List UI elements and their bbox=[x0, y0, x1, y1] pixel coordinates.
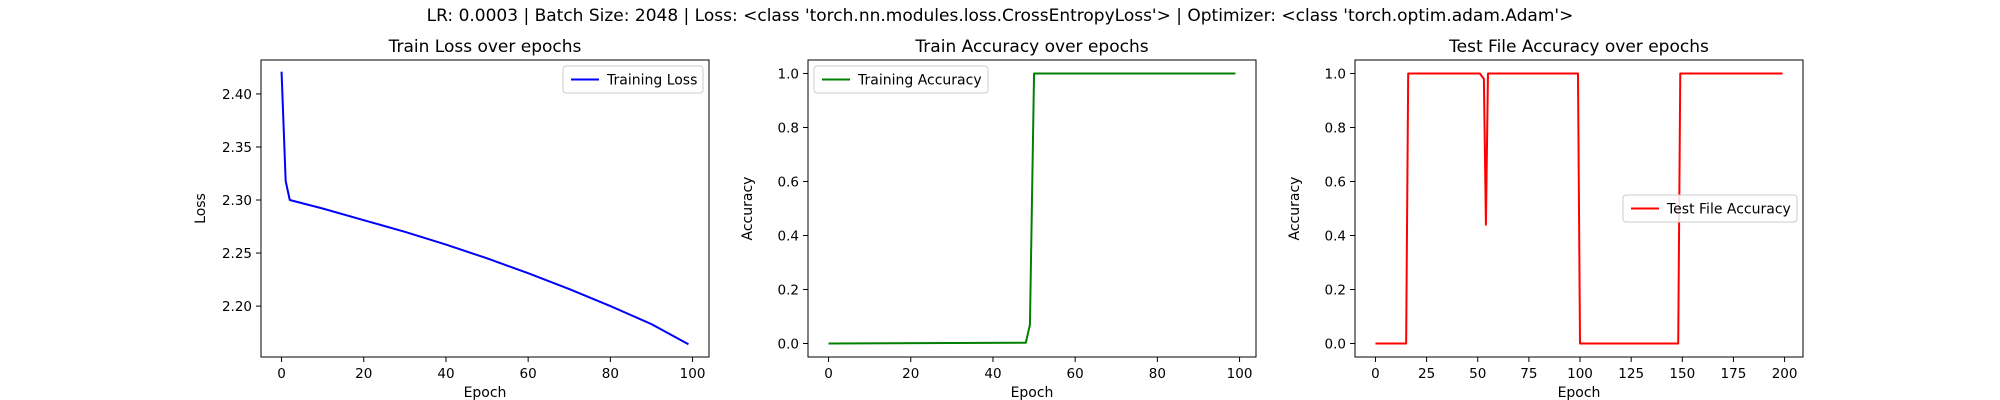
series-line-1 bbox=[828, 72, 1236, 345]
y-tick-label: 0.6 bbox=[1325, 175, 1346, 191]
x-tick-label: 60 bbox=[1067, 366, 1084, 382]
x-tick-label: 175 bbox=[1721, 366, 1747, 382]
subplot-title: Train Loss over epochs bbox=[388, 37, 582, 57]
legend: Training Loss bbox=[562, 65, 704, 94]
figure-suptitle: LR: 0.0003 | Batch Size: 2048 | Loss: <c… bbox=[427, 6, 1574, 26]
y-tick-label: 2.25 bbox=[222, 246, 252, 262]
y-tick-label: 2.20 bbox=[222, 299, 252, 315]
y-axis-label: Loss bbox=[193, 193, 209, 224]
y-tick-label: 1.0 bbox=[778, 67, 799, 83]
y-tick-label: 0.0 bbox=[778, 337, 799, 353]
subplot-title: Train Accuracy over epochs bbox=[914, 37, 1148, 57]
x-tick-label: 20 bbox=[902, 366, 919, 382]
y-tick-label: 0.4 bbox=[778, 229, 799, 245]
subplot-1: Train Loss over epochs 0 20 40 60 80 100 2.20 2.… bbox=[193, 37, 710, 400]
plot-frame bbox=[1354, 59, 1804, 358]
x-tick-label: 60 bbox=[520, 366, 537, 382]
x-tick-label: 125 bbox=[1618, 366, 1644, 382]
x-tick-label: 0 bbox=[824, 366, 833, 382]
y-tick-label: 0.8 bbox=[1325, 121, 1346, 137]
x-tick-label: 50 bbox=[1469, 366, 1486, 382]
legend: Training Accuracy bbox=[813, 65, 989, 94]
x-axis-label: Epoch bbox=[464, 385, 507, 400]
x-tick-label: 80 bbox=[602, 366, 619, 382]
x-tick-label: 80 bbox=[1149, 366, 1166, 382]
plot-frame bbox=[807, 59, 1257, 358]
y-tick-label: 0.6 bbox=[778, 175, 799, 191]
x-axis-label: Epoch bbox=[1558, 385, 1601, 400]
x-tick-label: 0 bbox=[1371, 366, 1380, 382]
legend-box bbox=[1622, 194, 1798, 223]
y-tick-label: 0.2 bbox=[1325, 283, 1346, 299]
subplots: Train Loss over epochs 0 20 40 60 80 100 2.20 2.… bbox=[193, 37, 1804, 400]
x-axis-label: Epoch bbox=[1011, 385, 1054, 400]
x-tick-label: 100 bbox=[680, 366, 706, 382]
y-axis-label: Accuracy bbox=[1287, 177, 1303, 241]
x-tick-label: 150 bbox=[1669, 366, 1695, 382]
x-tick-label: 40 bbox=[437, 366, 454, 382]
y-tick-label: 0.8 bbox=[778, 121, 799, 137]
subplot-3: Test File Accuracy over epochs 0 25 50 75 100… bbox=[1287, 37, 1804, 400]
legend: Test File Accuracy bbox=[1622, 194, 1798, 223]
series-line-1 bbox=[280, 71, 689, 346]
x-tick-label: 0 bbox=[277, 366, 286, 382]
legend-label: Test File Accuracy bbox=[1666, 202, 1791, 218]
y-tick-label: 0.4 bbox=[1325, 229, 1346, 245]
x-tick-label: 200 bbox=[1772, 366, 1798, 382]
y-tick-label: 2.35 bbox=[222, 140, 252, 156]
legend-label: Training Accuracy bbox=[857, 73, 982, 89]
y-tick-label: 0.0 bbox=[1325, 337, 1346, 353]
x-tick-label: 100 bbox=[1567, 366, 1593, 382]
y-tick-label: 1.0 bbox=[1325, 67, 1346, 83]
y-axis-label: Accuracy bbox=[740, 177, 756, 241]
series-line-1 bbox=[1375, 72, 1783, 345]
x-tick-label: 20 bbox=[355, 366, 372, 382]
plot-frame bbox=[260, 59, 710, 358]
x-tick-label: 40 bbox=[984, 366, 1001, 382]
y-tick-label: 0.2 bbox=[778, 283, 799, 299]
legend-box bbox=[562, 65, 704, 94]
x-tick-label: 75 bbox=[1520, 366, 1537, 382]
y-tick-label: 2.30 bbox=[222, 193, 252, 209]
legend-label: Training Loss bbox=[606, 73, 697, 89]
legend-box bbox=[813, 65, 989, 94]
x-tick-label: 25 bbox=[1418, 366, 1435, 382]
y-tick-label: 2.40 bbox=[222, 87, 252, 103]
subplot-title: Test File Accuracy over epochs bbox=[1448, 37, 1709, 57]
subplot-2: Train Accuracy over epochs 0 20 40 60 80 100 0.… bbox=[740, 37, 1257, 400]
x-tick-label: 100 bbox=[1227, 366, 1253, 382]
